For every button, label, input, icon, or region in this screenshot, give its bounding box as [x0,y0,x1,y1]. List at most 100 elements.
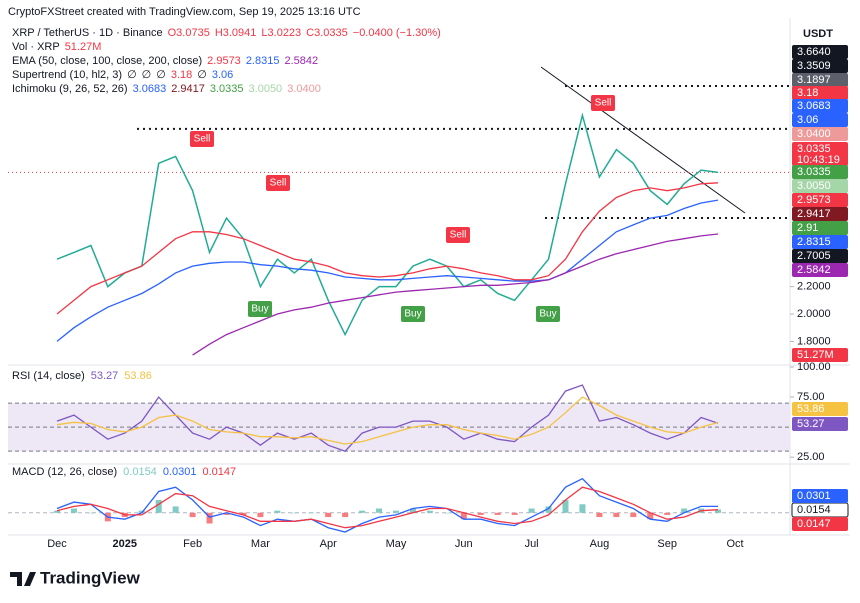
signal-label: Buy [539,309,556,320]
legend-name: EMA (50, close, 100, close, 200, close) [12,55,202,67]
currency: USDT [803,28,833,40]
histogram-bar [155,500,162,513]
value-tag-label: 53.86 [797,403,825,415]
histogram-bar [511,512,518,515]
signal-label: Buy [251,304,268,315]
histogram-bar [409,508,416,513]
signal-box [401,306,425,322]
x-tick-label: Oct [726,538,743,550]
legend-value: ∅ [127,69,137,81]
histogram-bar [376,508,383,513]
price-tag-label: 3.3509 [797,60,831,72]
y-tick-label: 2.0000 [797,308,831,320]
series-line [56,182,719,315]
y-tick-label: 75.00 [797,391,825,403]
histogram-bar [596,512,603,518]
price-tag [792,207,848,221]
histogram-bar [189,512,196,518]
value-tag-label: 53.27 [797,418,825,430]
legend-value: 53.27 [91,370,119,382]
legend-value: 3.0400 [287,83,321,95]
series-line [56,396,719,445]
legend-value: ∅ [142,69,152,81]
price-tag [792,193,848,207]
price-tag [792,165,848,179]
legend-value: 0.0301 [163,466,197,478]
legend-value: ∅ [156,69,166,81]
legend-value: 51.27M [65,41,102,53]
signal-box [190,131,214,147]
histogram-bar [308,512,315,514]
histogram-bar [477,512,484,515]
price-tag [792,179,848,193]
histogram-bar [325,512,332,518]
histogram-bar [681,508,688,513]
price-tag-label: 2.8315 [797,236,831,248]
histogram-bar [393,510,399,513]
signal-label: Buy [404,309,421,320]
legend-name: XRP / TetherUS · 1D · Binance [12,27,163,39]
price-tag [792,86,848,100]
y-tick-label: 2.2000 [797,281,831,293]
volume-tag [792,348,848,362]
pane-legend: MACD (12, 26, close) 0.0154 0.0301 0.0147 [12,466,236,478]
x-tick-label: 2025 [113,538,137,550]
legend-value: 0.0147 [202,466,236,478]
value-tag [792,402,848,416]
signal-box [591,95,615,111]
histogram-bar [426,510,433,513]
legend-name: Vol · XRP [12,41,60,53]
price-tag-label: 3.0335 [797,166,831,178]
logo: TradingView [10,568,141,587]
legend-value: C3.0335 [306,27,348,39]
price-tag-label: 3.0400 [797,128,831,140]
legend-row: Supertrend (10, hl2, 3) ∅ ∅ ∅ 3.18 ∅ 3.06 [12,69,233,81]
price-tag [792,235,848,249]
histogram-bar [613,512,620,518]
legend-value: 3.0335 [210,83,244,95]
legend-value: 2.8315 [246,55,280,67]
legend-name: Ichimoku (9, 26, 52, 26) [12,83,128,95]
signal-label: Sell [194,134,211,145]
value-tag [792,417,848,431]
x-tick-label: Aug [590,538,610,550]
price-tag [792,127,848,141]
legend-value: 3.06 [212,69,233,81]
histogram-bar [647,512,654,520]
price-tag [792,45,848,59]
x-tick-label: Jun [455,538,473,550]
price-tag-label: 2.9417 [797,208,831,220]
value-tag [792,489,848,503]
price-tag-label: 3.0050 [797,180,831,192]
x-tick-label: Apr [320,538,337,550]
histogram-bar [70,508,77,513]
histogram-bar [460,512,467,520]
price-tag-label: 3.18 [797,87,818,99]
histogram-bar [359,510,366,513]
legend-value: 2.9417 [171,83,205,95]
legend-value: ∅ [197,69,207,81]
y-tick-label: 1.8000 [797,335,831,347]
price-tag [792,249,848,263]
pane-title: MACD (12, 26, close) [12,466,117,478]
value-tag-label: 0.0147 [797,518,831,530]
x-tick-label: Sep [657,538,677,550]
series-line [56,486,719,529]
price-tag-label: 3.0335 [797,143,831,155]
y-tick-label: 100.00 [797,361,831,373]
brand: TradingView [40,568,141,587]
series-line [56,199,719,342]
countdown: 10:43:19 [797,154,840,166]
legend-value: 3.0683 [133,83,167,95]
histogram-bar [562,500,569,513]
price-tag [792,99,848,113]
histogram-bar [715,509,722,513]
price-tag-label: 2.7005 [797,250,831,262]
legend-value: O3.0735 [168,27,210,39]
value-tag-label: 0.0154 [797,504,831,516]
histogram-bar [54,510,60,513]
histogram-bar [257,512,264,518]
histogram-bar [138,510,145,513]
price-tag-label: 3.1897 [797,74,831,86]
